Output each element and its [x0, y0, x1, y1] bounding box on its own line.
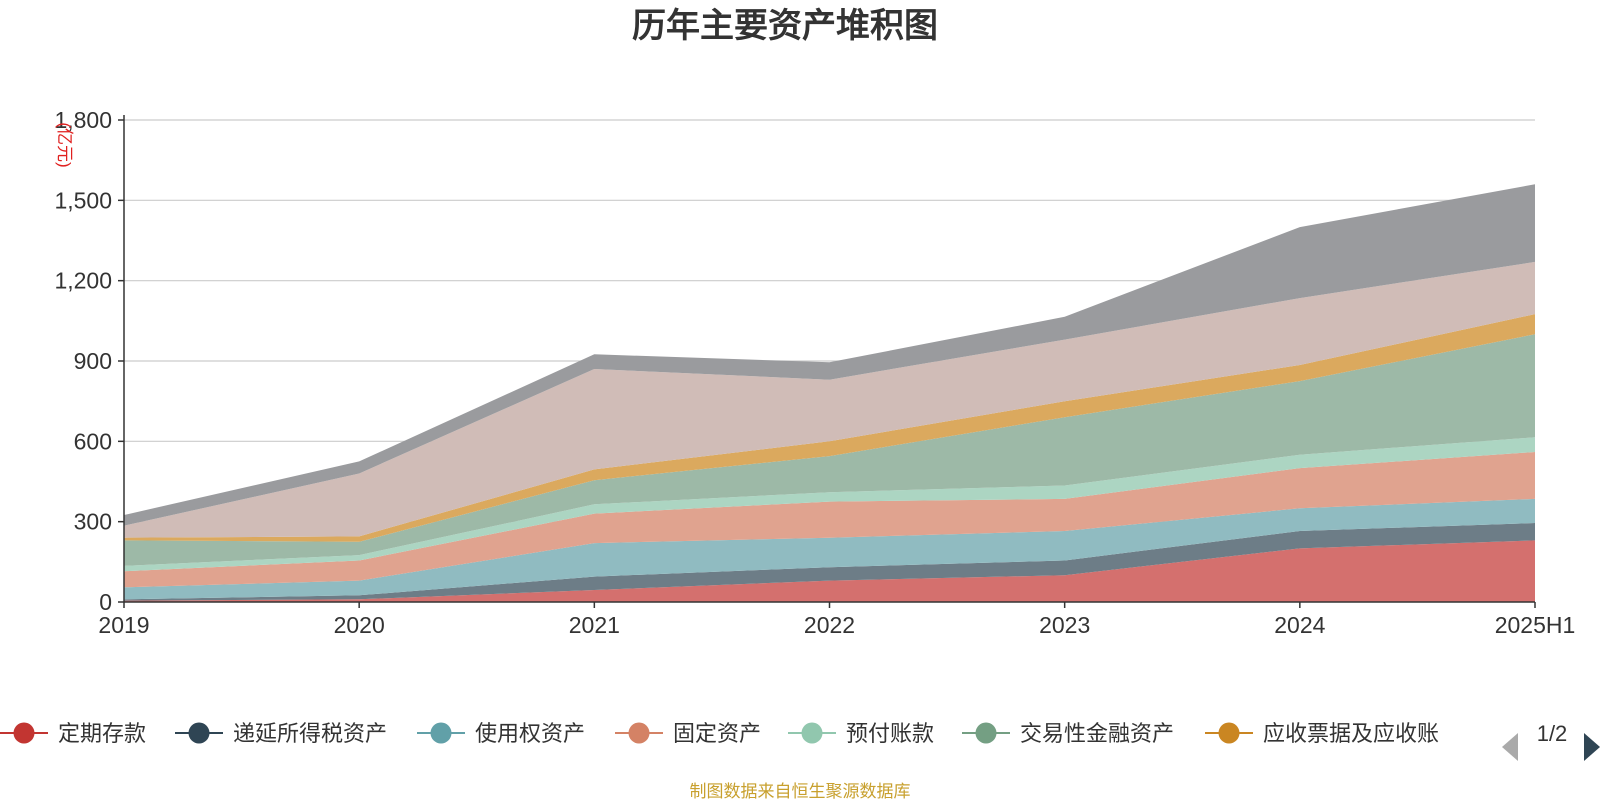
x-tick-label: 2020 [334, 612, 385, 638]
legend-dot-icon [801, 722, 823, 744]
y-axis-ticks: 0 300 600 900 1,200 1,500 1,800 [54, 107, 124, 615]
x-tick-label: 2021 [569, 612, 620, 638]
legend-label: 应收票据及应收账 [1263, 721, 1439, 746]
legend-item[interactable]: 应收票据及应收账 [1205, 721, 1439, 746]
legend-dot-icon [430, 722, 452, 744]
legend-prev-icon[interactable] [1502, 733, 1518, 761]
legend-item[interactable]: 固定资产 [615, 721, 761, 746]
legend-item[interactable]: 使用权资产 [417, 721, 585, 746]
legend-label: 交易性金融资产 [1020, 721, 1174, 746]
x-axis-ticks: 2019 2020 2021 2022 2023 2024 2025H1 [98, 602, 1575, 638]
legend-dot-icon [188, 722, 210, 744]
x-tick-label: 2024 [1274, 612, 1325, 638]
area-series-3 [124, 498, 1535, 600]
y-tick-label: 600 [74, 428, 112, 454]
legend-item[interactable]: 交易性金融资产 [962, 721, 1174, 746]
y-axis-unit-label: (亿元) [55, 122, 74, 167]
legend-item[interactable]: 预付账款 [788, 721, 934, 746]
legend-next-icon[interactable] [1584, 733, 1600, 761]
x-tick-label: 2019 [98, 612, 149, 638]
y-tick-label: 900 [74, 348, 112, 374]
y-tick-label: 300 [74, 509, 112, 535]
legend-label: 预付账款 [846, 721, 934, 746]
area-series-1 [124, 540, 1535, 602]
legend-dot-icon [13, 722, 35, 744]
legend-dot-icon [1218, 722, 1240, 744]
legend-item[interactable]: 定期存款 [0, 721, 146, 746]
y-tick-label: 0 [99, 589, 112, 615]
data-source-note: 制图数据来自恒生聚源数据库 [690, 782, 911, 800]
area-series-5 [124, 437, 1535, 572]
legend-label: 定期存款 [58, 721, 146, 746]
area-series-8 [124, 261, 1535, 538]
area-series-2 [124, 523, 1535, 601]
area-series-6 [124, 334, 1535, 566]
legend[interactable]: 定期存款 递延所得税资产 使用权资产 固定资产 预付账款 交易性金融资产 应收票据及应收账 [0, 721, 1439, 746]
area-series [124, 184, 1535, 602]
x-tick-label: 2025H1 [1495, 612, 1576, 638]
legend-pager: 1/2 [1502, 721, 1600, 761]
y-tick-label: 1,800 [54, 107, 112, 133]
legend-label: 递延所得税资产 [233, 721, 387, 746]
area-series-9 [124, 184, 1535, 526]
y-tick-label: 1,500 [54, 187, 112, 213]
legend-label: 固定资产 [673, 721, 761, 746]
x-tick-label: 2023 [1039, 612, 1090, 638]
legend-item[interactable]: 递延所得税资产 [175, 721, 387, 746]
legend-page-indicator: 1/2 [1537, 721, 1568, 746]
chart-title: 历年主要资产堆积图 [632, 7, 938, 45]
legend-dot-icon [975, 722, 997, 744]
area-series-4 [124, 452, 1535, 588]
legend-dot-icon [628, 722, 650, 744]
y-tick-label: 1,200 [54, 268, 112, 294]
x-tick-label: 2022 [804, 612, 855, 638]
legend-label: 使用权资产 [475, 721, 585, 746]
